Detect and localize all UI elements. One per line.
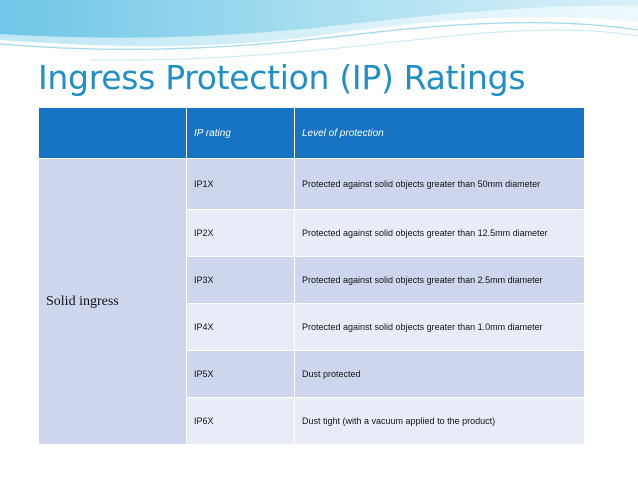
table-row: IP3X Protected against solid objects gre…: [39, 256, 585, 304]
table-row: IP5X Dust protected: [39, 350, 585, 398]
rating-cell: IP3X: [186, 256, 295, 304]
protection-cell: Protected against solid objects greater …: [294, 303, 585, 351]
rating-cell: IP5X: [186, 350, 295, 398]
protection-cell: Protected against solid objects greater …: [294, 158, 585, 210]
category-cell: Solid ingress: [38, 158, 187, 445]
header-ip-rating: IP rating: [186, 107, 295, 159]
protection-cell: Dust protected: [294, 350, 585, 398]
table-row: Solid ingress IP1X Protected against sol…: [38, 158, 585, 445]
rating-cell: IP2X: [186, 209, 295, 257]
protection-cell: Dust tight (with a vacuum applied to the…: [294, 397, 585, 445]
header-level-of-protection: Level of protection: [294, 107, 585, 159]
protection-cell: Protected against solid objects greater …: [294, 209, 585, 257]
ip-ratings-table: IP rating Level of protection Solid ingr…: [38, 107, 585, 445]
header-category-cell: [38, 107, 187, 159]
rating-cell: IP6X: [186, 397, 295, 445]
header-swoosh-decoration: [0, 0, 638, 61]
rating-cell: IP4X: [186, 303, 295, 351]
slide-title: Ingress Protection (IP) Ratings: [38, 58, 526, 97]
table-row: IP2X Protected against solid objects gre…: [39, 209, 585, 257]
table-header-row: IP rating Level of protection: [38, 107, 585, 159]
protection-cell: Protected against solid objects greater …: [294, 256, 585, 304]
rating-cell: IP1X: [186, 158, 295, 210]
table-row: IP6X Dust tight (with a vacuum applied t…: [39, 397, 585, 445]
